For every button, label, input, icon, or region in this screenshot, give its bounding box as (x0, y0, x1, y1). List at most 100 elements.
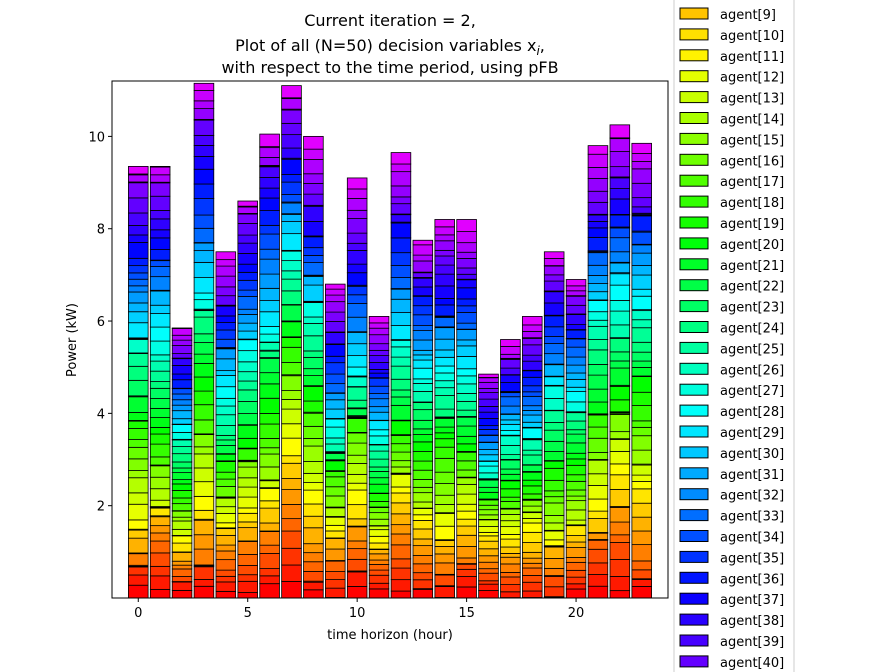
bar-segment-hour-21-agent-22 (587, 388, 609, 403)
bar-segment-hour-1-agent-39 (149, 249, 171, 261)
bar-segment-hour-4-agent-45 (215, 286, 237, 297)
bar-segment-hour-15-agent-5 (456, 557, 477, 564)
bar-segment-hour-4-agent-10 (215, 522, 237, 529)
bar-segment-hour-23-agent-19 (631, 391, 652, 406)
bar-segment-hour-5-agent-20 (237, 437, 258, 449)
bar-segment-hour-22-agent-23 (609, 360, 631, 369)
bar-segment-hour-14-agent-47 (434, 234, 455, 242)
bar-segment-hour-11-agent-29 (368, 435, 390, 445)
bar-segment-hour-13-agent-38 (412, 305, 434, 316)
x-tick-label-0: 0 (134, 606, 142, 621)
y-tick-label-2: 2 (97, 500, 105, 515)
bar-segment-hour-4-agent-39 (215, 322, 237, 331)
bar-segment-hour-21-agent-25 (587, 349, 609, 365)
bar-segment-hour-0-agent-16 (128, 446, 149, 460)
bar-segment-hour-4-agent-34 (215, 348, 237, 360)
bar-segment-hour-6-agent-17 (259, 438, 280, 449)
bar-segment-hour-9-agent-28 (325, 437, 346, 445)
bar-segment-hour-11-agent-45 (368, 343, 390, 351)
bar-segment-hour-17-agent-36 (500, 396, 521, 407)
bar-segment-hour-4-agent-27 (215, 414, 237, 426)
bar-segment-hour-10-agent-40 (346, 272, 368, 286)
bar-segment-hour-13-agent-16 (412, 479, 434, 488)
bar-segment-hour-2-agent-9 (171, 542, 193, 553)
bar-segment-hour-11-agent-11 (368, 529, 390, 537)
bar-segment-hour-23-agent-22 (631, 367, 652, 377)
legend-label-agent[18]: agent[18] (720, 196, 784, 211)
bar-segment-hour-15-agent-43 (456, 273, 477, 280)
bar-segment-hour-15-agent-40 (456, 287, 477, 300)
bar-segment-hour-15-agent-27 (456, 393, 477, 402)
bar-segment-hour-19-agent-41 (543, 302, 565, 316)
bar-segment-hour-16-agent-9 (478, 535, 499, 542)
bar-segment-hour-8-agent-0 (303, 589, 324, 599)
bar-segment-hour-5-agent-15 (237, 461, 258, 468)
bar-segment-hour-17-agent-20 (500, 480, 521, 490)
y-tick-label-10: 10 (88, 130, 105, 145)
bar-segment-hour-18-agent-14 (522, 505, 543, 513)
bar-segment-hour-3-agent-26 (193, 310, 215, 318)
bar-segment-hour-3-agent-12 (193, 467, 215, 483)
bar-segment-hour-2-agent-20 (171, 483, 193, 491)
bar-segment-hour-2-agent-32 (171, 418, 193, 425)
bar-segment-hour-5-agent-25 (237, 389, 258, 402)
bar-segment-hour-20-agent-3 (565, 569, 587, 578)
bar-segment-hour-16-agent-22 (478, 486, 499, 493)
bar-segment-hour-2-agent-19 (171, 490, 193, 499)
bar-segment-hour-3-agent-30 (193, 292, 215, 301)
bar-segment-hour-12-agent-10 (390, 486, 412, 494)
bar-segment-hour-2-agent-22 (171, 472, 193, 481)
bar-segment-hour-12-agent-1 (390, 579, 412, 592)
bar-segment-hour-6-agent-35 (259, 258, 280, 275)
bar-segment-hour-3-agent-5 (193, 548, 215, 566)
bar-segment-hour-7-agent-10 (281, 437, 302, 457)
bar-segment-hour-23-agent-46 (631, 168, 652, 184)
bar-segment-hour-18-agent-39 (522, 376, 543, 387)
bar-segment-hour-6-agent-37 (259, 233, 280, 250)
bar-segment-hour-13-agent-32 (412, 354, 434, 361)
bar-segment-hour-6-agent-10 (259, 488, 280, 502)
bar-segment-hour-4-agent-26 (215, 425, 237, 436)
bar-segment-hour-1-agent-36 (149, 266, 171, 278)
bar-segment-hour-19-agent-13 (543, 522, 565, 531)
bar-segment-hour-10-agent-46 (346, 209, 368, 219)
bar-segment-hour-18-agent-11 (522, 517, 543, 524)
bar-segment-hour-19-agent-33 (543, 364, 565, 377)
bar-segment-hour-11-agent-5 (368, 559, 390, 565)
bar-segment-hour-22-agent-29 (609, 300, 631, 312)
bar-segment-hour-13-agent-22 (412, 428, 434, 435)
bar-segment-hour-14-agent-49 (434, 219, 455, 228)
legend: agent[9] agent[10] agent[11] agent[12] agent… (673, 0, 795, 672)
bar-segment-hour-10-agent-49 (346, 177, 368, 190)
bar-segment-hour-4-agent-38 (215, 329, 237, 340)
bar-segment-hour-10-agent-23 (346, 408, 368, 417)
bar-segment-hour-17-agent-14 (500, 508, 521, 515)
bar-segment-hour-17-agent-9 (500, 538, 521, 548)
bar-segment-hour-22-agent-28 (609, 310, 631, 326)
legend-label-agent[15]: agent[15] (720, 133, 784, 148)
bar-segment-hour-14-agent-1 (434, 586, 455, 598)
bar-segment-hour-6-agent-2 (259, 568, 280, 577)
bar-segment-hour-17-agent-28 (500, 435, 521, 446)
bar-segment-hour-7-agent-32 (281, 221, 302, 235)
bar-segment-hour-9-agent-4 (325, 560, 346, 572)
bar-segment-hour-5-agent-38 (237, 279, 258, 291)
bar-segment-hour-23-agent-0 (631, 586, 652, 599)
bar-segment-hour-14-agent-19 (434, 438, 455, 448)
bar-segment-hour-15-agent-21 (456, 435, 477, 445)
bar-segment-hour-15-agent-28 (456, 383, 477, 394)
bar-segment-hour-13-agent-31 (412, 359, 434, 369)
bar-segment-hour-16-agent-11 (478, 526, 499, 533)
bar-segment-hour-22-agent-1 (609, 576, 631, 592)
bar-segment-hour-0-agent-7 (128, 537, 149, 554)
bar-segment-hour-9-agent-38 (325, 362, 346, 375)
bar-segment-hour-3-agent-13 (193, 453, 215, 469)
bar-segment-hour-23-agent-48 (631, 153, 652, 162)
bar-segment-hour-22-agent-49 (609, 124, 631, 139)
bar-segment-hour-8-agent-37 (303, 255, 324, 264)
bar-segment-hour-20-agent-34 (565, 364, 587, 374)
bar-segment-hour-5-agent-42 (237, 242, 258, 254)
bar-segment-hour-17-agent-48 (500, 345, 521, 355)
bar-segment-hour-17-agent-3 (500, 576, 521, 586)
bar-segment-hour-18-agent-18 (522, 493, 543, 500)
